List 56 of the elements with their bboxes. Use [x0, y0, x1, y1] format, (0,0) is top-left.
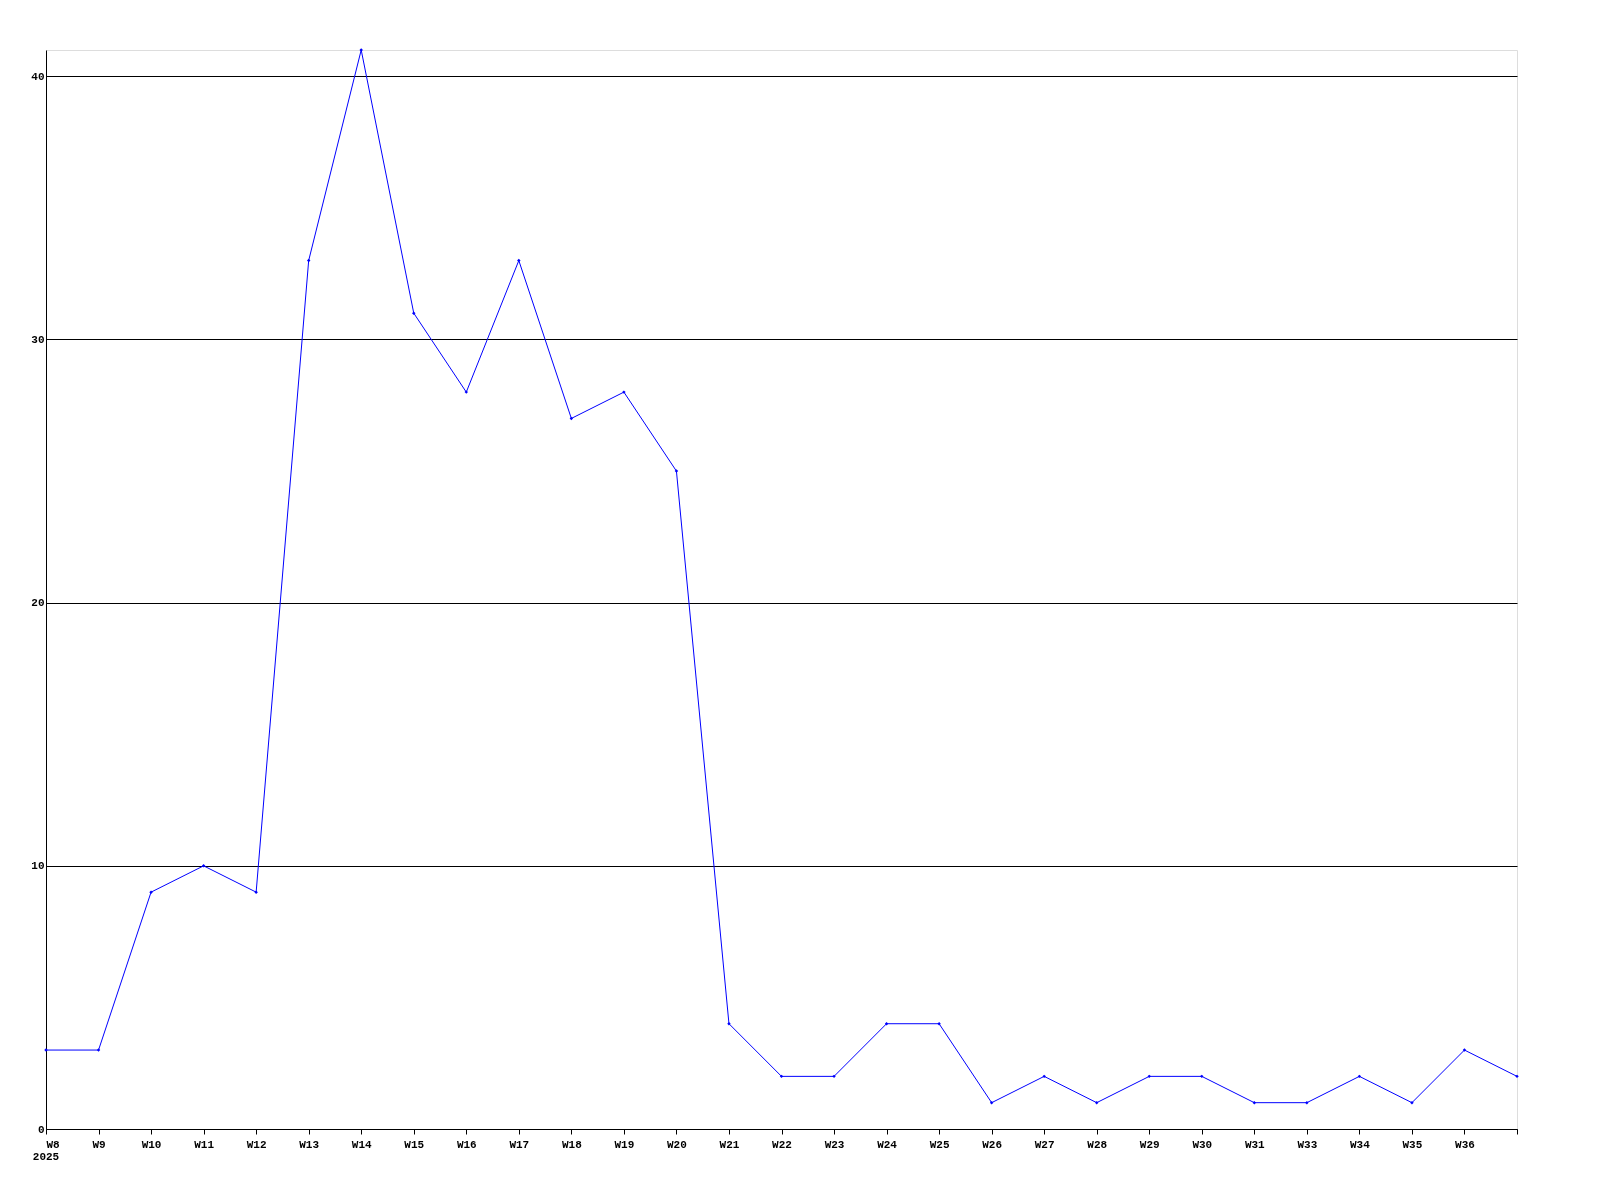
point [1200, 1074, 1204, 1079]
x-tick-label: W14 [351, 1138, 373, 1151]
point [989, 1100, 994, 1105]
x-tick-label: W29 [1139, 1138, 1160, 1151]
x-tick-label: W22 [772, 1138, 792, 1151]
point [937, 1022, 941, 1026]
point [674, 469, 679, 473]
x-tick-label: W24 [877, 1138, 898, 1151]
point [96, 1048, 101, 1052]
point [1410, 1100, 1414, 1105]
point [1042, 1074, 1046, 1079]
point [1147, 1074, 1151, 1079]
point [1252, 1100, 1257, 1105]
point [1515, 1074, 1519, 1079]
x-tick-label: W30 [1192, 1138, 1213, 1151]
point [1462, 1048, 1467, 1052]
x-tick-label: W27 [1034, 1138, 1055, 1151]
x-tick-label: W25 [929, 1138, 950, 1151]
point [201, 864, 206, 868]
point [1305, 1100, 1309, 1105]
line-series [44, 48, 1519, 1105]
x-tick-label: W36 [1455, 1138, 1475, 1151]
point [884, 1022, 889, 1026]
x-tick-label: W18 [561, 1138, 583, 1151]
point [254, 890, 258, 894]
x-tick-label: W10 [141, 1138, 162, 1151]
x-tick-label: W35 [1402, 1138, 1423, 1151]
y-tick-label: 10 [31, 860, 45, 873]
x-tick-label: W23 [824, 1138, 845, 1151]
x-tick-label: W9 [92, 1138, 106, 1151]
y-tick-label: 20 [31, 597, 45, 610]
y-tick-label: 0 [37, 1123, 45, 1136]
point [832, 1074, 836, 1079]
x-tick-label: W11 [194, 1138, 215, 1151]
point [412, 311, 416, 315]
point [727, 1022, 731, 1026]
point [517, 258, 521, 263]
x-tick-label: W31 [1244, 1138, 1266, 1151]
x-tick-label: W17 [509, 1138, 530, 1151]
x-tick-label: W33 [1297, 1138, 1318, 1151]
x-tick-label: W15 [404, 1138, 425, 1151]
x-tick-label: W12 [246, 1138, 267, 1151]
point [1094, 1100, 1099, 1105]
x-tick-label: W28 [1087, 1138, 1108, 1151]
y-tick-label: 30 [31, 333, 45, 346]
x-tick-label: W20 [667, 1138, 687, 1151]
x-tick-label: W13 [299, 1138, 320, 1151]
x-tick-label: W34 [1349, 1138, 1371, 1151]
x-tick-label: W26 [982, 1138, 1003, 1151]
x-tick-label: W16 [456, 1138, 477, 1151]
x-tick-label: W21 [719, 1138, 740, 1151]
text: 2025 [32, 1151, 60, 1163]
x-tick-label: W8 [46, 1138, 61, 1151]
point [464, 390, 469, 394]
y-tick-label: 40 [31, 70, 45, 83]
x-tick-label: W19 [614, 1138, 635, 1151]
